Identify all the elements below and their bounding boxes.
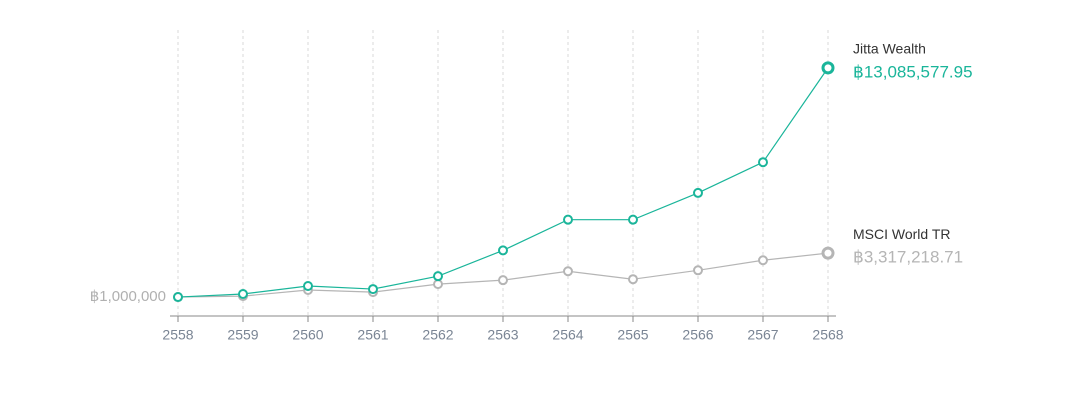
data-point bbox=[368, 284, 378, 295]
data-point bbox=[821, 61, 835, 75]
legend-label: Jitta Wealth bbox=[853, 41, 926, 57]
x-tick-label: 2568 bbox=[812, 327, 843, 343]
data-point bbox=[628, 274, 638, 285]
data-point bbox=[173, 292, 183, 303]
data-point bbox=[238, 289, 248, 300]
x-tick-label: 2566 bbox=[682, 327, 713, 343]
data-point bbox=[693, 187, 703, 198]
data-point bbox=[498, 275, 508, 286]
data-point bbox=[498, 245, 508, 256]
y-tick-label: ฿1,000,000 bbox=[90, 288, 166, 305]
x-tick-label: 2564 bbox=[552, 327, 583, 343]
data-point bbox=[758, 255, 768, 266]
x-tick-label: 2559 bbox=[227, 327, 258, 343]
data-point bbox=[433, 271, 443, 282]
data-point bbox=[433, 279, 443, 290]
value-label: ฿3,317,218.71 bbox=[853, 248, 963, 267]
x-tick-label: 2561 bbox=[357, 327, 388, 343]
legend-label: MSCI World TR bbox=[853, 226, 951, 242]
x-tick-label: 2563 bbox=[487, 327, 518, 343]
x-tick-label: 2562 bbox=[422, 327, 453, 343]
data-point bbox=[758, 157, 768, 168]
data-point bbox=[563, 214, 573, 225]
x-tick-label: 2567 bbox=[747, 327, 778, 343]
data-point bbox=[693, 265, 703, 276]
x-tick-label: 2565 bbox=[617, 327, 648, 343]
data-point bbox=[563, 266, 573, 277]
data-point bbox=[821, 246, 835, 260]
x-tick-label: 2560 bbox=[292, 327, 323, 343]
value-label: ฿13,085,577.95 bbox=[853, 62, 973, 81]
data-point bbox=[628, 214, 638, 225]
x-tick-label: 2558 bbox=[162, 327, 193, 343]
data-point bbox=[303, 281, 313, 292]
